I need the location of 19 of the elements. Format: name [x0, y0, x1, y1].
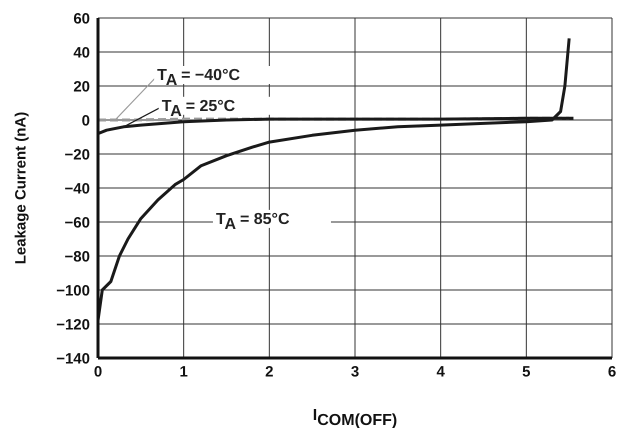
y-tick-label: −80 — [64, 248, 90, 266]
y-tick-label: −140 — [56, 350, 90, 368]
x-tick-label: 6 — [608, 364, 616, 381]
x-tick-label: 2 — [265, 364, 274, 381]
y-tick-label: 20 — [73, 78, 90, 96]
y-axis-title: Leakage Current (nA) — [12, 112, 30, 264]
x-tick-label: 3 — [350, 364, 360, 381]
x-tick-label: 1 — [179, 364, 188, 381]
x-tick-label: 5 — [522, 364, 531, 381]
y-tick-label: −100 — [56, 282, 90, 300]
x-tick-label: 4 — [436, 364, 446, 381]
y-tick-label: 60 — [73, 10, 90, 28]
y-tick-label: 40 — [73, 44, 90, 62]
y-tick-label: −40 — [64, 180, 90, 198]
y-tick-label: 0 — [82, 112, 90, 130]
y-tick-label: −120 — [56, 316, 90, 334]
y-tick-label: −20 — [64, 146, 90, 164]
y-tick-label: −60 — [64, 214, 90, 232]
x-tick-label: 0 — [94, 364, 102, 381]
